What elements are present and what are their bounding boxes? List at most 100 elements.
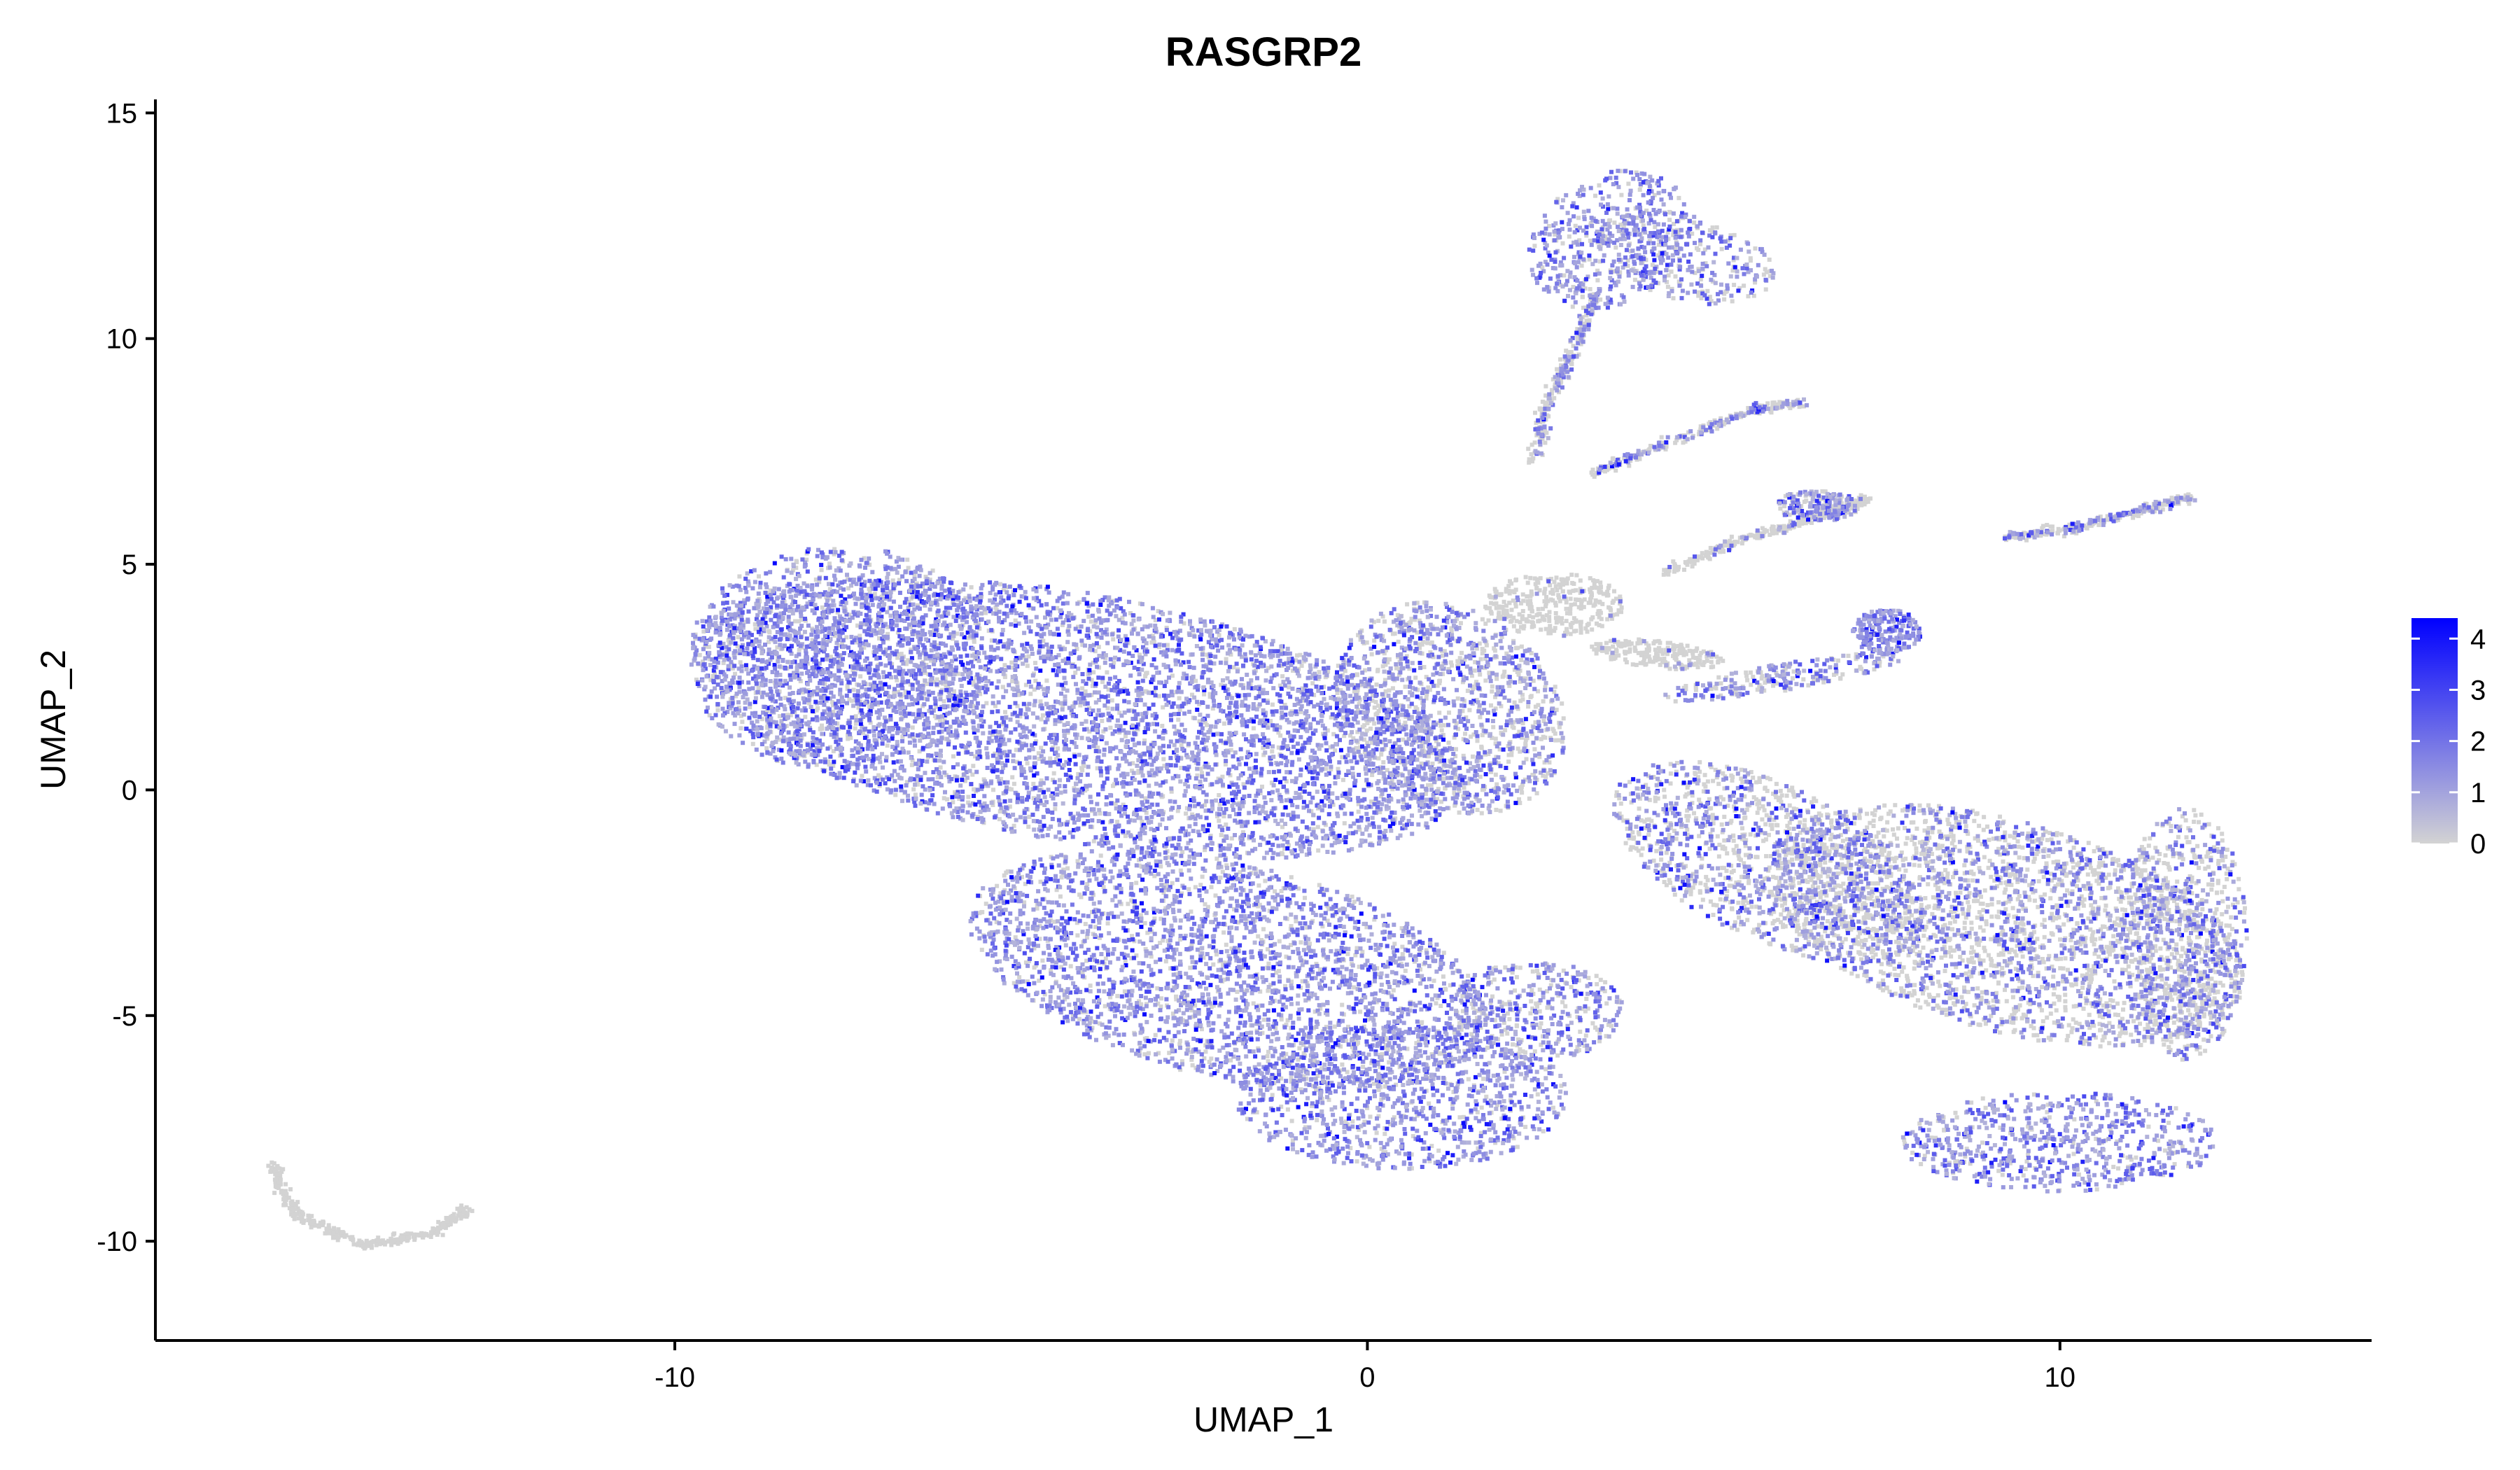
cell-point (1447, 741, 1451, 745)
cell-point (1228, 1058, 1233, 1063)
cell-point (1028, 692, 1032, 696)
cell-point (2011, 906, 2015, 910)
cell-point (2143, 1039, 2147, 1043)
cell-point (1902, 965, 1906, 969)
cell-point (1828, 837, 1833, 841)
cell-point (1611, 599, 1616, 603)
cell-point (2066, 904, 2070, 908)
cell-point (1754, 797, 1758, 802)
cell-point (1316, 825, 1320, 830)
cell-point (1480, 746, 1484, 750)
cell-point (1442, 723, 1446, 727)
cell-point (1280, 674, 1284, 678)
cell-point (1188, 966, 1192, 970)
cell-point (1273, 889, 1277, 893)
cell-point (1597, 615, 1602, 620)
cell-point (1084, 922, 1088, 926)
cell-point (2001, 1172, 2005, 1177)
cell-point (2071, 865, 2076, 869)
cell-point (1947, 996, 1952, 1000)
cell-point (1739, 776, 1743, 780)
cell-point (1476, 808, 1480, 812)
cell-point (2001, 953, 2005, 957)
cell-point (1252, 1002, 1256, 1006)
cell-point (1404, 969, 1408, 973)
cell-point (1662, 794, 1667, 799)
cell-point (2011, 995, 2015, 1000)
cell-point (1494, 736, 1498, 741)
cell-point (1531, 969, 1535, 974)
cell-point (1280, 1017, 1284, 1021)
cell-point (1368, 1114, 1373, 1119)
cell-point (1142, 1052, 1147, 1056)
cell-point (854, 714, 858, 718)
cell-point (1903, 869, 1907, 873)
cell-point (1788, 820, 1792, 825)
cell-point (1317, 883, 1322, 887)
cell-point (1554, 584, 1558, 589)
cell-point (1630, 830, 1634, 834)
cell-point (1975, 916, 1980, 920)
cell-point (1599, 978, 1603, 982)
cell-point (1517, 673, 1521, 677)
cell-point (1548, 591, 1553, 595)
cell-point (1017, 975, 1021, 979)
cell-point (1665, 850, 1669, 855)
cell-point (1986, 903, 1990, 907)
cell-point (1786, 813, 1790, 817)
cell-point (1548, 624, 1552, 628)
cell-point (2101, 925, 2105, 929)
cell-point (2111, 948, 2115, 952)
cell-point (1546, 631, 1550, 636)
cell-point (1324, 766, 1328, 771)
cell-point (1548, 610, 1552, 614)
cell-point (1080, 686, 1084, 690)
cell-point (2032, 1093, 2036, 1097)
cell-point (1513, 988, 1517, 993)
cell-point (820, 727, 825, 731)
cell-point (1902, 989, 1906, 993)
cell-point (1921, 934, 1926, 938)
cell-point (1879, 969, 1883, 974)
cell-point (1481, 1077, 1485, 1081)
cell-point (1108, 726, 1112, 730)
cell-point (2033, 857, 2037, 861)
cell-point (1824, 846, 1828, 850)
cell-point (2161, 967, 2165, 972)
cell-point (1987, 838, 1991, 842)
cell-point (1887, 851, 1891, 855)
cell-point (1345, 952, 1350, 956)
cell-point (1508, 614, 1513, 618)
cell-point (2014, 920, 2018, 925)
cell-point (1885, 875, 1889, 879)
cell-point (1680, 898, 1684, 902)
cell-point (1953, 920, 1957, 924)
cell-point (1794, 807, 1798, 811)
cell-point (757, 574, 761, 578)
cell-point (1414, 706, 1418, 710)
cell-point (1597, 609, 1601, 613)
cell-point (1289, 875, 1294, 879)
cell-point (1115, 820, 1119, 824)
cell-point (913, 792, 918, 797)
cell-point (1052, 771, 1056, 776)
cell-point (1791, 790, 1795, 794)
cell-point (1308, 941, 1312, 946)
cell-point (1975, 941, 1979, 946)
cell-point (1654, 849, 1658, 853)
cell-point (2017, 855, 2022, 860)
cell-point (1480, 1105, 1484, 1110)
cell-point (1729, 819, 1733, 823)
cell-point (2033, 899, 2037, 903)
cell-point (1884, 986, 1889, 990)
cell-point (1520, 790, 1524, 794)
cell-point (1298, 940, 1303, 944)
cell-point (1493, 649, 1497, 653)
cell-point (2180, 1144, 2185, 1149)
cell-point (827, 762, 832, 766)
cell-point (2091, 869, 2095, 874)
cell-point (1340, 1063, 1344, 1067)
cell-point (1750, 905, 1754, 909)
cell-point (2118, 1031, 2122, 1035)
cell-point (1703, 773, 1707, 777)
